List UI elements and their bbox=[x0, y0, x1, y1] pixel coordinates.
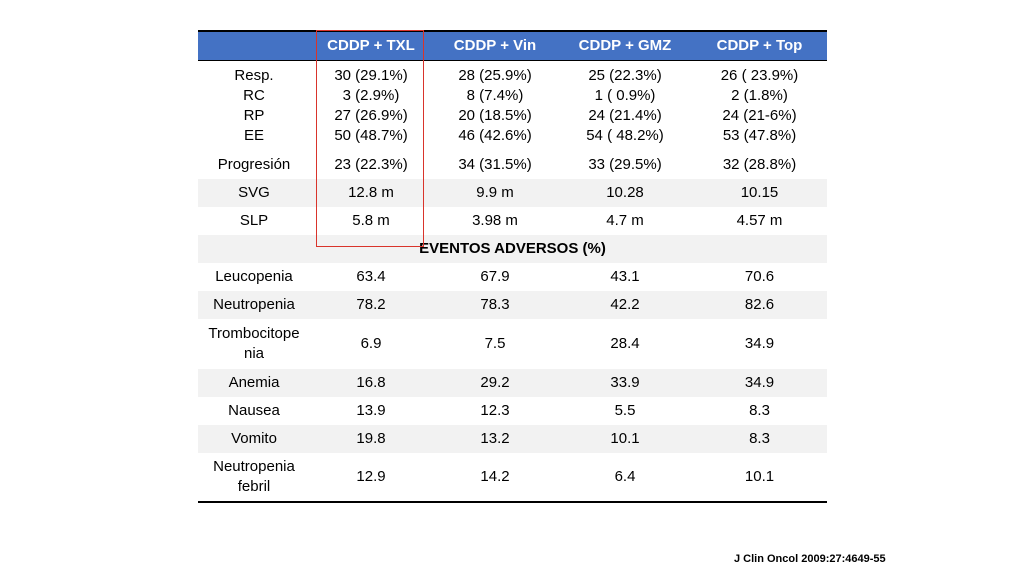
table-cell: 7.5 bbox=[484, 335, 506, 352]
table-cell: 6.9 bbox=[360, 335, 382, 352]
table-cell: 10.1 bbox=[610, 430, 640, 447]
header-cddp-gmz: CDDP + GMZ bbox=[558, 30, 692, 61]
table-cell: 23 (22.3%) bbox=[334, 156, 408, 173]
table-cell: 12.3 bbox=[480, 402, 510, 419]
table-cell: 4.7 m bbox=[606, 212, 644, 229]
row-label: SVG bbox=[238, 184, 270, 201]
header-empty bbox=[198, 30, 310, 61]
table-cell: 4.57 m bbox=[736, 212, 783, 229]
table-row-neutropenia-febril: Neutropenia febril 12.9 14.2 6.4 10.1 bbox=[198, 453, 827, 503]
table-cell: 5.5 bbox=[614, 402, 636, 419]
table-cell: 10.15 bbox=[740, 184, 779, 201]
table-cell: 8.3 bbox=[749, 402, 770, 419]
table-cell: 34 (31.5%) bbox=[458, 156, 532, 173]
row-label: Nausea bbox=[228, 402, 280, 419]
table-cell: 33 (29.5%) bbox=[588, 156, 662, 173]
table-cell: 78.3 bbox=[480, 296, 510, 313]
table-cell: 13.9 bbox=[356, 402, 386, 419]
row-label: Anemia bbox=[228, 374, 280, 391]
table-cell: 28.4 bbox=[610, 335, 640, 352]
table-cell: 12.9 bbox=[310, 453, 432, 503]
table-cell: 10.28 bbox=[606, 184, 644, 201]
cell-response-vin: 28 (25.9%) 8 (7.4%) 20 (18.5%) 46 (42.6%… bbox=[458, 66, 532, 144]
row-label: Progresión bbox=[217, 156, 291, 173]
table-row-anemia: Anemia 16.8 29.2 33.9 34.9 bbox=[198, 369, 827, 397]
header-cddp-txl: CDDP + TXL bbox=[310, 30, 432, 61]
header-cddp-top: CDDP + Top bbox=[692, 30, 827, 61]
table-cell: 82.6 bbox=[744, 296, 775, 313]
table-cell: 3.98 m bbox=[472, 212, 518, 229]
row-label: Neutropenia bbox=[213, 296, 295, 313]
row-label: SLP bbox=[239, 212, 269, 229]
cell-response-top: 26 ( 23.9%) 2 (1.8%) 24 (21-6%) 53 (47.8… bbox=[720, 66, 799, 144]
header-cddp-vin: CDDP + Vin bbox=[432, 30, 558, 61]
table-row-vomito: Vomito 19.8 13.2 10.1 8.3 bbox=[198, 425, 827, 453]
table-cell: 10.1 bbox=[692, 453, 827, 503]
row-label: Trombocitope nia bbox=[208, 325, 300, 362]
table-cell: 34.9 bbox=[744, 374, 775, 391]
table-cell: 14.2 bbox=[432, 453, 558, 503]
table-row-progresion: Progresión 23 (22.3%) 34 (31.5%) 33 (29.… bbox=[198, 151, 827, 179]
row-label-response: Resp. RC RP EE bbox=[234, 66, 274, 144]
row-label: Leucopenia bbox=[215, 268, 293, 285]
table-cell: 12.8 m bbox=[348, 184, 394, 201]
table-cell: 63.4 bbox=[356, 268, 386, 285]
table-cell: 16.8 bbox=[356, 374, 386, 391]
table-cell: 34.9 bbox=[744, 335, 775, 352]
results-table: CDDP + TXL CDDP + Vin CDDP + GMZ CDDP + … bbox=[198, 30, 827, 503]
cell-response-gmz: 25 (22.3%) 1 ( 0.9%) 24 (21.4%) 54 ( 48.… bbox=[586, 66, 664, 144]
table-row-response: Resp. RC RP EE 30 (29.1%) 3 (2.9%) 27 (2… bbox=[198, 60, 827, 151]
table-row-svg: SVG 12.8 m 9.9 m 10.28 10.15 bbox=[198, 179, 827, 207]
table-cell: 19.8 bbox=[356, 430, 386, 447]
table-cell: 29.2 bbox=[480, 374, 510, 391]
table-cell: 42.2 bbox=[610, 296, 640, 313]
table-cell: 70.6 bbox=[744, 268, 775, 285]
table-cell: 9.9 m bbox=[476, 184, 514, 201]
adverse-events-title-row: EVENTOS ADVERSOS (%) bbox=[198, 235, 827, 263]
table-cell: 5.8 m bbox=[352, 212, 390, 229]
table-cell: 33.9 bbox=[610, 374, 640, 391]
table-row-trombocitopenia: Trombocitope nia 6.9 7.5 28.4 34.9 bbox=[198, 319, 827, 369]
table-cell: 43.1 bbox=[610, 268, 640, 285]
table-header-row: CDDP + TXL CDDP + Vin CDDP + GMZ CDDP + … bbox=[198, 30, 827, 61]
row-label: Vomito bbox=[231, 430, 277, 447]
row-label: Neutropenia febril bbox=[198, 453, 310, 503]
table-cell: 32 (28.8%) bbox=[722, 156, 797, 173]
table-row-leucopenia: Leucopenia 63.4 67.9 43.1 70.6 bbox=[198, 263, 827, 291]
table-cell: 13.2 bbox=[480, 430, 510, 447]
table-row-neutropenia: Neutropenia 78.2 78.3 42.2 82.6 bbox=[198, 291, 827, 319]
table-cell: 67.9 bbox=[480, 268, 510, 285]
adverse-events-title: EVENTOS ADVERSOS (%) bbox=[419, 240, 606, 257]
citation: J Clin Oncol 2009:27:4649-55 bbox=[734, 553, 886, 565]
table-cell: 78.2 bbox=[356, 296, 386, 313]
table-row-nausea: Nausea 13.9 12.3 5.5 8.3 bbox=[198, 397, 827, 425]
cell-response-txl: 30 (29.1%) 3 (2.9%) 27 (26.9%) 50 (48.7%… bbox=[334, 66, 408, 144]
table-cell: 8.3 bbox=[749, 430, 770, 447]
table-row-slp: SLP 5.8 m 3.98 m 4.7 m 4.57 m bbox=[198, 207, 827, 235]
table-cell: 6.4 bbox=[558, 453, 692, 503]
